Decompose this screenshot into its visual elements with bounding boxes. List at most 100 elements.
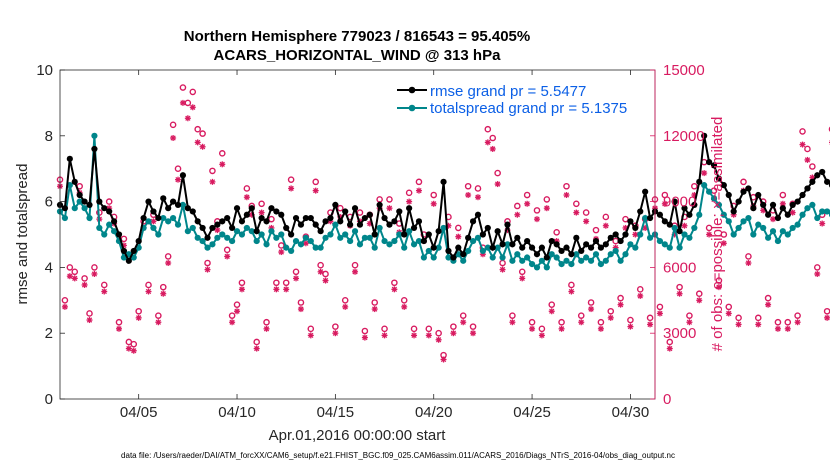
rmse-point [184,205,191,212]
spread-point [445,254,452,261]
rmse-point [415,218,423,225]
possible-obs-point [523,191,531,199]
spread-point [460,257,467,264]
assimilated-obs-point [799,141,806,148]
rmse-point [469,218,477,225]
possible-obs-point [794,312,801,319]
assimilated-stroke [534,216,540,222]
rmse-point [238,218,246,225]
possible-obs-point [528,318,536,326]
spread-point [366,234,373,241]
assimilated-obs-point [307,332,314,339]
assimilated-stroke [706,231,712,238]
spread-point [76,198,83,205]
possible-obs-point [484,125,492,133]
possible-obs-point [223,246,231,254]
possible-obs-point [784,318,792,326]
x-tick-label: 04/10 [218,404,256,421]
spread-point [283,244,290,251]
spread-point [273,234,280,241]
possible-obs-point [282,279,290,287]
y-tick-label: 2 [45,325,53,342]
rmse-point [696,178,703,185]
spread-point [302,234,309,241]
rmse-point [204,234,211,241]
spread-point [268,228,275,235]
assimilated-obs-point [145,288,152,295]
assimilated-stroke [494,181,501,187]
possible-obs-point [582,209,590,216]
y2-tick-label: 9000 [663,194,696,211]
assimilated-stroke [175,177,181,183]
possible-obs-point [455,224,462,232]
assimilated-stroke [450,330,457,336]
assimilated-stroke [775,326,781,332]
assimilated-stroke [455,234,461,240]
rmse-point [769,201,777,208]
assimilated-stroke [308,332,314,339]
possible-obs-point [607,307,615,315]
possible-obs-point [405,189,413,197]
possible-obs-point [243,185,251,192]
assimilated-obs-point [391,286,398,293]
possible-obs-point [381,325,388,333]
assimilated-obs-point [686,319,693,326]
spread-point [484,244,491,251]
x-tick-label: 04/05 [120,404,158,421]
spread-point [209,241,216,248]
assimilated-stroke [126,345,132,352]
assimilated-stroke [254,345,260,352]
assimilated-stroke [824,315,830,321]
possible-obs-point [715,277,723,284]
assimilated-stroke [780,201,786,207]
assimilated-obs-point [509,319,516,326]
assimilated-obs-point [179,99,186,106]
possible-obs-point [277,242,285,249]
rmse-point [376,201,383,208]
assimilated-obs-point [253,345,260,352]
rmse-point [189,208,196,215]
possible-obs-point [194,125,201,133]
possible-obs-point [169,121,177,129]
assimilated-stroke [529,326,535,332]
possible-obs-point [735,314,742,322]
possible-obs-point [86,310,93,317]
possible-obs-point [332,323,339,330]
rmse-point [607,234,614,241]
assimilated-obs-point [519,275,526,282]
y-tick-label: 10 [36,62,53,79]
assimilated-obs-point [317,268,324,275]
y-tick-label: 4 [45,259,53,276]
possible-obs-point [155,312,162,319]
assimilated-stroke [794,319,801,325]
possible-obs-point [371,299,379,306]
assimilated-stroke [293,275,299,282]
assimilated-stroke [224,253,230,260]
assimilated-obs-point [406,198,413,205]
assimilated-stroke [819,220,825,227]
rmse-point [292,214,300,222]
rmse-point [312,221,319,228]
possible-obs-point [253,338,260,346]
assimilated-obs-point [558,325,565,332]
possible-obs-point [218,150,226,157]
assimilated-stroke [229,319,235,325]
assimilated-stroke [770,216,776,222]
spread-point [750,231,757,238]
chart-title-line2: ACARS_HORIZONTAL_WIND @ 313 hPa [214,47,502,64]
assimilated-obs-point [755,321,762,328]
assimilated-stroke [116,326,122,332]
spread-point [602,257,609,264]
possible-obs-point [425,325,433,333]
possible-obs-point [459,312,467,319]
assimilated-stroke [637,293,643,299]
spread-point [61,214,69,222]
spread-point [774,237,782,245]
spread-point [509,257,516,264]
rmse-point [499,241,506,248]
rmse-point [602,241,609,248]
assimilated-stroke [499,266,506,273]
spread-point [558,261,565,268]
assimilated-obs-point [824,314,830,321]
assimilated-stroke [544,205,550,211]
